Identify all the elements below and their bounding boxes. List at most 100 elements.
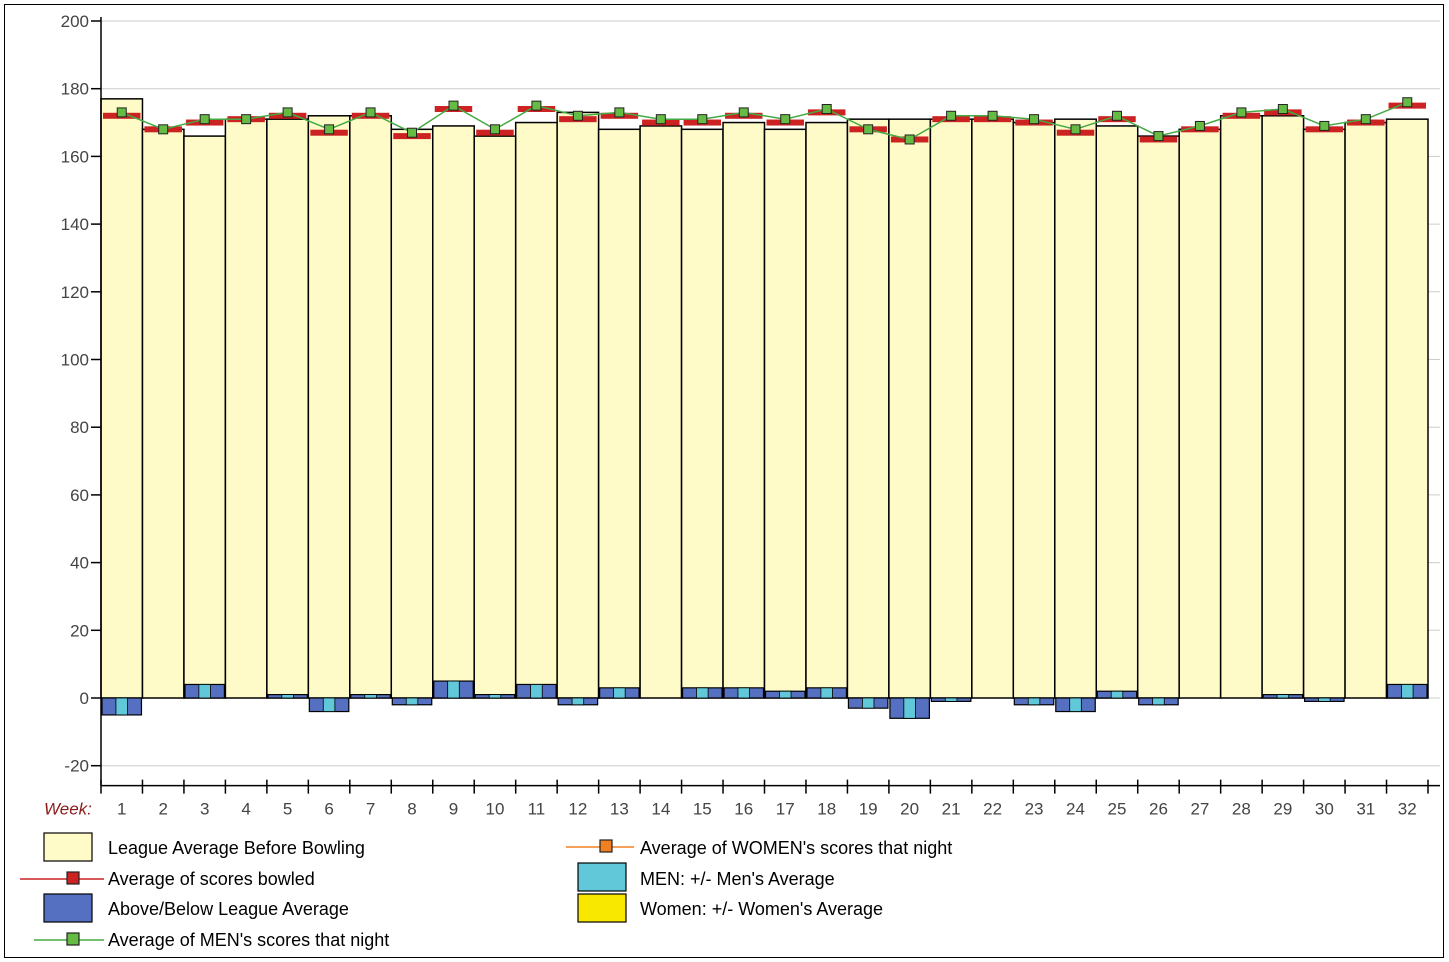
legend-label-league-avg: League Average Before Bowling bbox=[108, 838, 365, 858]
league-average-bar bbox=[1385, 118, 1429, 699]
x-tick-label: 12 bbox=[568, 800, 587, 819]
legend-item-women-avg: Average of WOMEN's scores that night bbox=[566, 838, 952, 858]
league-average-bar bbox=[1054, 118, 1097, 699]
men-average-point bbox=[572, 110, 583, 121]
men-average-point bbox=[1277, 104, 1288, 115]
x-tick-label: 4 bbox=[241, 800, 250, 819]
men-average-point bbox=[904, 134, 915, 145]
men-average-point bbox=[655, 114, 666, 125]
league-average-bar bbox=[141, 128, 185, 699]
men-average-point bbox=[324, 124, 335, 135]
men-diff-bar bbox=[1276, 694, 1290, 699]
y-tick-label: 160 bbox=[61, 147, 89, 166]
men-diff-bar bbox=[1069, 697, 1082, 712]
men-diff-bar bbox=[1318, 697, 1331, 702]
men-average-point bbox=[1111, 110, 1122, 121]
legend-swatch-women-diff bbox=[577, 893, 627, 923]
league-average-bar bbox=[597, 128, 641, 699]
legend-item-above-below: Above/Below League Average bbox=[43, 893, 349, 923]
men-average-point bbox=[987, 110, 998, 121]
legend-marker-men-avg bbox=[66, 932, 80, 946]
legend-item-scores-bowled: Average of scores bowled bbox=[20, 869, 315, 889]
men-diff-bar bbox=[488, 694, 502, 699]
x-tick-label: 18 bbox=[817, 800, 836, 819]
x-tick-label: 27 bbox=[1190, 800, 1209, 819]
men-diff-bar bbox=[447, 680, 460, 699]
league-average-bar bbox=[349, 115, 393, 699]
men-average-point bbox=[531, 100, 542, 111]
men-average-point bbox=[738, 107, 749, 118]
legend: League Average Before Bowling Average of… bbox=[20, 832, 952, 950]
league-average-bars bbox=[100, 98, 1429, 699]
legend-item-men-avg: Average of MEN's scores that night bbox=[34, 930, 389, 950]
league-average-bar bbox=[805, 121, 849, 699]
men-average-point bbox=[697, 114, 708, 125]
league-average-bar bbox=[888, 118, 932, 699]
men-diff-bar bbox=[1152, 697, 1165, 706]
x-tick-label: 11 bbox=[528, 800, 546, 819]
men-diff-bar bbox=[322, 697, 336, 712]
legend-marker-women-avg bbox=[599, 839, 613, 853]
men-diff-bar bbox=[198, 684, 211, 699]
men-average-point bbox=[1194, 120, 1205, 131]
y-tick-label: 0 bbox=[80, 689, 89, 708]
men-average-point bbox=[1153, 131, 1164, 142]
men-average-point bbox=[116, 107, 127, 118]
legend-swatch-men-diff bbox=[577, 862, 627, 892]
x-tick-label: 30 bbox=[1315, 800, 1334, 819]
men-diff-bar bbox=[613, 687, 626, 699]
league-average-bar bbox=[1095, 125, 1139, 699]
x-tick-label: 5 bbox=[283, 800, 292, 819]
league-average-bar bbox=[929, 118, 973, 699]
legend-marker-scores-bowled bbox=[66, 871, 80, 885]
legend-item-men-diff: MEN: +/- Men's Average bbox=[577, 862, 835, 892]
men-average-point bbox=[1402, 97, 1413, 108]
x-tick-label: 24 bbox=[1066, 800, 1085, 819]
y-tick-label: -20 bbox=[64, 757, 89, 776]
men-average-point bbox=[1319, 120, 1330, 131]
league-average-bar bbox=[307, 115, 351, 699]
x-tick-label: 9 bbox=[449, 800, 458, 819]
legend-label-men-diff: MEN: +/- Men's Average bbox=[640, 869, 835, 889]
men-average-point bbox=[1070, 124, 1081, 135]
league-average-bar bbox=[1302, 128, 1346, 699]
x-tick-label: 23 bbox=[1025, 800, 1044, 819]
league-average-bar bbox=[266, 118, 310, 699]
x-tick-label: 8 bbox=[407, 800, 416, 819]
y-tick-label: 100 bbox=[61, 351, 89, 370]
x-tick-label: 31 bbox=[1356, 800, 1375, 819]
men-diff-bar bbox=[944, 697, 958, 702]
men-average-point bbox=[1029, 114, 1040, 125]
legend-label-women-diff: Women: +/- Women's Average bbox=[640, 899, 883, 919]
men-diff-bar bbox=[281, 694, 294, 699]
x-tick-label: 13 bbox=[610, 800, 629, 819]
y-tick-label: 200 bbox=[61, 12, 89, 31]
men-average-point bbox=[614, 107, 625, 118]
men-average-point bbox=[158, 124, 169, 135]
league-average-bar bbox=[971, 118, 1015, 699]
men-diff-bar bbox=[861, 697, 875, 709]
legend-label-men-avg: Average of MEN's scores that night bbox=[108, 930, 389, 950]
league-average-bar bbox=[1136, 135, 1180, 699]
x-tick-label: 17 bbox=[776, 800, 795, 819]
men-diff-bar bbox=[364, 694, 377, 699]
x-tick-label: 20 bbox=[900, 800, 919, 819]
men-diff-bar bbox=[115, 697, 128, 716]
y-tick-label: 80 bbox=[70, 418, 89, 437]
x-tick-label: 25 bbox=[1108, 800, 1127, 819]
x-tick-label: 29 bbox=[1273, 800, 1292, 819]
men-average-point bbox=[365, 107, 376, 118]
league-average-bar bbox=[100, 98, 144, 699]
men-diff-bar bbox=[405, 697, 419, 706]
x-tick-label: 28 bbox=[1232, 800, 1251, 819]
league-average-bar bbox=[1012, 121, 1056, 699]
men-diff-bar bbox=[903, 697, 916, 719]
y-tick-label: 60 bbox=[70, 486, 89, 505]
y-tick-label: 40 bbox=[70, 554, 89, 573]
league-average-bar bbox=[432, 125, 475, 699]
legend-label-scores-bowled: Average of scores bowled bbox=[108, 869, 315, 889]
men-average-point bbox=[199, 114, 210, 125]
men-average-point bbox=[946, 110, 957, 121]
